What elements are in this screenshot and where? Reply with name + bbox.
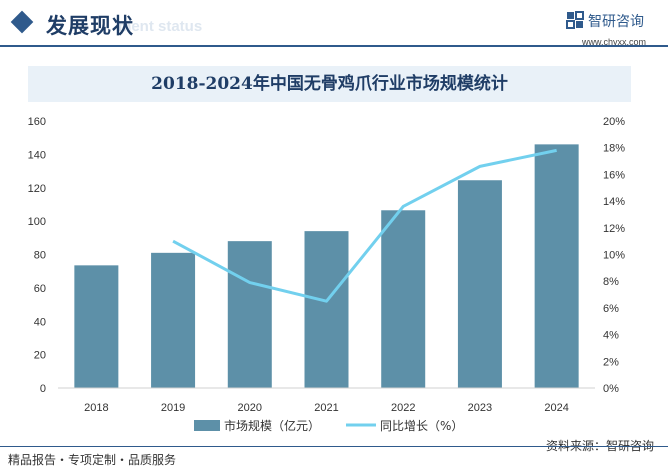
x-tick-label: 2020 (238, 402, 262, 414)
y-left-tick-label: 120 (28, 183, 46, 195)
y-right-tick-label: 20% (603, 116, 625, 128)
x-axis: 2018 2019 2020 2021 2022 2023 2024 (84, 402, 569, 414)
legend-line-label: 同比增长（%） (380, 419, 463, 433)
chart-title-band (28, 66, 631, 102)
y-left-tick-label: 40 (34, 316, 46, 328)
legend-bar-label: 市场规模（亿元） (224, 418, 320, 433)
y-right-tick-label: 12% (603, 223, 625, 235)
bar-2018 (74, 265, 119, 388)
y-right-tick-label: 6% (603, 303, 619, 315)
y-left-tick-label: 140 (28, 149, 46, 161)
y-left-tick-label: 80 (34, 250, 46, 262)
chart-title: 2018-2024年中国无骨鸡爪行业市场规模统计 (151, 74, 508, 94)
header-subtitle: ment status (118, 18, 203, 35)
bar-2019 (151, 252, 196, 388)
x-tick-label: 2022 (391, 402, 415, 414)
x-tick-label: 2019 (161, 402, 185, 414)
footer-slogan: 精品报告・专项定制・品质服务 (8, 453, 177, 467)
x-tick-label: 2023 (468, 402, 492, 414)
y-left-tick-label: 0 (40, 383, 46, 395)
y-axis-left: 0 20 40 60 80 100 120 140 160 (28, 116, 46, 395)
bar-2021 (304, 231, 349, 388)
logo: 智研咨询 (566, 10, 646, 32)
y-right-tick-label: 18% (603, 143, 625, 155)
bar-2023 (457, 180, 502, 388)
legend: 市场规模（亿元） 同比增长（%） (194, 418, 463, 433)
y-right-tick-label: 14% (603, 196, 625, 208)
x-tick-label: 2018 (84, 402, 108, 414)
x-tick-label: 2021 (314, 402, 338, 414)
logo-icon (566, 11, 584, 29)
header-divider (0, 45, 668, 47)
y-left-tick-label: 100 (28, 216, 46, 228)
y-right-tick-label: 4% (603, 330, 619, 342)
bar-2022 (381, 210, 426, 388)
y-left-tick-label: 160 (28, 116, 46, 128)
header: ment status 发展现状 智研咨询 www.chyxx.com (0, 0, 668, 47)
growth-line (172, 148, 557, 303)
y-right-tick-label: 16% (603, 169, 625, 181)
y-axis-right: 0% 2% 4% 6% 8% 10% 12% 14% 16% 18% 20% (603, 116, 625, 395)
header-title: 发展现状 (46, 13, 134, 38)
growth-line-path (172, 148, 557, 303)
y-right-tick-label: 2% (603, 356, 619, 368)
logo-url: www.chyxx.com (581, 37, 646, 47)
y-left-tick-label: 20 (34, 350, 46, 362)
y-right-tick-label: 0% (603, 383, 619, 395)
bars (58, 144, 595, 389)
bar-2024 (534, 144, 579, 388)
legend-bar-swatch (194, 420, 220, 431)
bar-2020 (227, 241, 272, 388)
footer-divider (0, 446, 668, 447)
y-right-tick-label: 10% (603, 250, 625, 262)
y-right-tick-label: 8% (603, 276, 619, 288)
logo-text: 智研咨询 (588, 14, 644, 30)
x-tick-label: 2024 (544, 402, 568, 414)
y-left-tick-label: 60 (34, 283, 46, 295)
